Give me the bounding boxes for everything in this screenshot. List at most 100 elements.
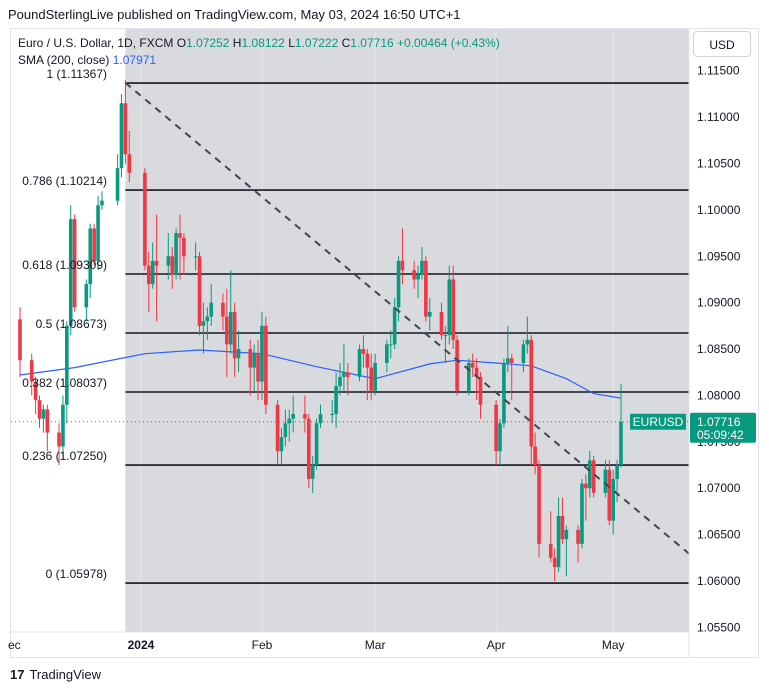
attribution-text: PoundSterlingLive published on TradingVi…	[8, 7, 461, 22]
candle-body	[65, 325, 69, 405]
candle-body	[248, 349, 253, 368]
candle-body	[96, 205, 100, 261]
candle-body	[84, 284, 89, 308]
candle-body	[611, 478, 615, 521]
candle-body	[72, 219, 77, 308]
candle-body	[392, 307, 397, 345]
candle-body	[193, 256, 198, 258]
candle-body	[209, 302, 214, 317]
candle-body	[127, 154, 132, 173]
candle-body	[424, 260, 428, 317]
candle-body	[560, 516, 565, 540]
candle-body	[607, 469, 612, 521]
candle-body	[201, 321, 206, 326]
candle-body	[591, 460, 596, 493]
candle-body	[275, 404, 280, 452]
candle-body	[466, 362, 471, 391]
candle-body	[556, 516, 561, 568]
y-tick-label: 1.10000	[697, 203, 741, 217]
candle-body	[197, 256, 202, 326]
candle-body	[346, 372, 350, 377]
candle-body	[525, 339, 530, 345]
tradingview-logo-text: TradingView	[29, 667, 102, 682]
candle-body	[615, 465, 619, 479]
candle-body	[455, 339, 459, 391]
candle-body	[400, 260, 405, 271]
candle-body	[283, 423, 288, 438]
candle-body	[385, 344, 389, 363]
candle-body	[115, 168, 120, 201]
x-tick-label: 2024	[128, 638, 155, 652]
candle-body	[29, 360, 34, 382]
candle-body	[310, 465, 315, 479]
candle-body	[150, 260, 155, 285]
candle-body	[443, 335, 448, 337]
candle-body	[619, 421, 623, 465]
candle-body	[478, 376, 483, 405]
legend-high: 1.08122	[241, 36, 285, 50]
sma-label: SMA (200, close)	[18, 53, 110, 67]
candle-body	[447, 279, 452, 336]
price-tag-countdown: 05:09:42	[697, 428, 744, 442]
y-tick-label: 1.11000	[697, 110, 740, 124]
candle-body	[143, 172, 147, 266]
legend-sma: SMA (200, close) 1.07971	[18, 53, 156, 67]
fib-shade	[125, 29, 690, 632]
y-tick-label: 1.06500	[697, 528, 741, 542]
candle-body	[412, 270, 416, 280]
y-tick-label: 1.06000	[697, 574, 741, 588]
candle-body	[170, 256, 175, 275]
tradingview-logo[interactable]: 17 TradingView	[10, 667, 101, 682]
x-tick-label: May	[602, 638, 625, 652]
candle-body	[365, 353, 370, 368]
candle-body	[388, 344, 393, 346]
candle-body	[373, 362, 377, 391]
legend-o-label: O	[176, 36, 187, 50]
candle-body	[252, 353, 256, 368]
chart-frame[interactable]	[10, 28, 759, 658]
candle-body	[33, 381, 38, 401]
symbol-tag: EURUSD	[633, 415, 684, 429]
candle-body	[357, 349, 362, 377]
candle-body	[552, 557, 557, 568]
legend-title: Euro / U.S. Dollar, 1D, FXCM	[18, 36, 174, 50]
candle-body	[37, 400, 42, 419]
candle-body	[470, 362, 475, 368]
candle-body	[287, 418, 292, 424]
x-tick-label: Feb	[252, 638, 273, 652]
y-tick-label: 1.05500	[697, 620, 741, 634]
candle-body	[502, 362, 506, 424]
y-tick-label: 1.10500	[697, 157, 741, 171]
candle-body	[537, 465, 541, 544]
tradingview-logo-icon: 17	[10, 667, 25, 682]
candle-body	[576, 529, 580, 544]
legend-close: 1.07716	[350, 36, 394, 50]
dashed-trendline	[124, 82, 690, 555]
legend-c-label: C	[341, 36, 351, 50]
candle-body	[291, 413, 295, 419]
candle-body	[318, 413, 323, 424]
candle-body	[427, 311, 432, 317]
candle-body	[369, 367, 374, 391]
candle-body	[41, 409, 46, 419]
candle-body	[228, 311, 233, 345]
fib-level-label: 0.5 (1.08673)	[36, 317, 107, 331]
candle-body	[306, 418, 311, 479]
candle-body	[494, 404, 498, 452]
candle-body	[587, 460, 592, 489]
candle-body	[338, 376, 342, 387]
candle-body	[45, 409, 50, 433]
price-tag-value: 1.07716	[697, 415, 741, 429]
candle-body	[232, 311, 237, 359]
fib-level-label: 0 (1.05978)	[46, 567, 107, 581]
candle-body	[264, 325, 268, 405]
candle-body	[92, 228, 96, 261]
candle-body	[205, 316, 210, 322]
candle-body	[451, 279, 455, 340]
candle-body	[603, 469, 608, 493]
y-tick-label: 1.07000	[697, 481, 741, 495]
currency-selector[interactable]: USD	[693, 31, 751, 57]
candle-body	[474, 367, 479, 377]
legend-low: 1.07222	[294, 36, 339, 50]
